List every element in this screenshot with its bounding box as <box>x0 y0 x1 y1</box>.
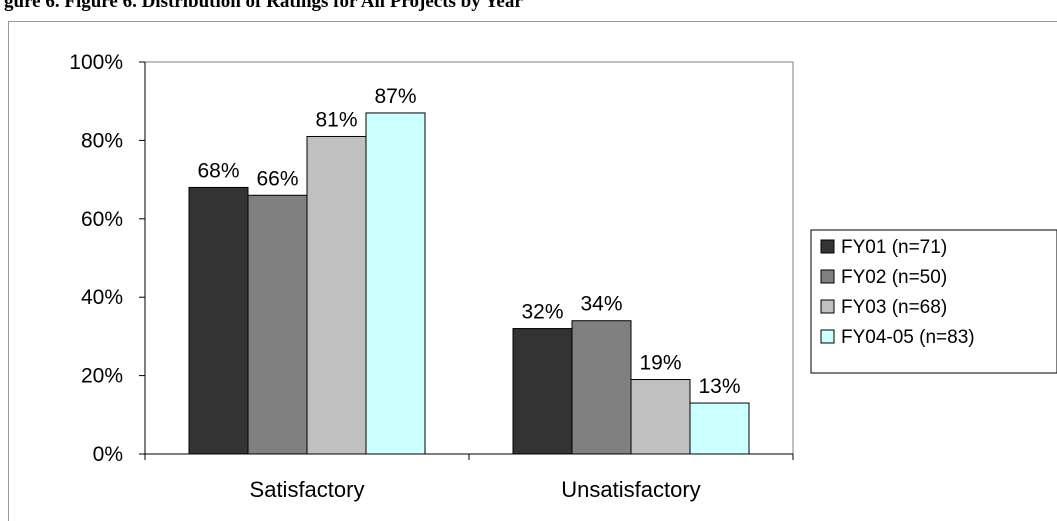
legend-swatch <box>820 329 835 344</box>
legend-swatch <box>820 239 835 254</box>
data-label: 81% <box>315 108 357 131</box>
bar <box>512 328 573 455</box>
x-category-label: Unsatisfactory <box>561 477 700 502</box>
legend-label: FY03 (n=68) <box>841 297 947 318</box>
bar <box>188 186 249 455</box>
data-label: 32% <box>521 301 563 324</box>
y-tick-label: 0% <box>93 443 123 466</box>
y-tick-label: 20% <box>81 365 123 388</box>
legend-swatch <box>820 299 835 314</box>
legend-swatch <box>820 269 835 284</box>
bar <box>630 379 691 455</box>
bar <box>571 320 632 455</box>
data-label: 19% <box>639 352 681 375</box>
figure-caption-strip: gure 6. Figure 6. Distribution of Rating… <box>0 0 1057 20</box>
data-label: 13% <box>698 375 740 398</box>
legend-label: FY01 (n=71) <box>841 237 947 258</box>
legend-label: FY04-05 (n=83) <box>841 327 975 348</box>
x-category-label: Satisfactory <box>250 477 365 502</box>
bar <box>689 402 750 455</box>
bar <box>306 135 367 455</box>
data-label: 66% <box>256 167 298 190</box>
bar <box>365 112 426 455</box>
data-label: 34% <box>580 293 622 316</box>
y-tick-label: 80% <box>81 129 123 152</box>
figure-caption: gure 6. Figure 6. Distribution of Rating… <box>4 0 523 12</box>
legend-label: FY02 (n=50) <box>841 267 947 288</box>
bar <box>247 194 308 455</box>
y-tick-label: 40% <box>81 286 123 309</box>
legend <box>810 229 1057 374</box>
data-label: 87% <box>374 85 416 108</box>
y-tick-label: 100% <box>69 51 123 74</box>
y-tick-label: 60% <box>81 208 123 231</box>
chart-frame <box>8 21 1057 521</box>
data-label: 68% <box>197 159 239 182</box>
